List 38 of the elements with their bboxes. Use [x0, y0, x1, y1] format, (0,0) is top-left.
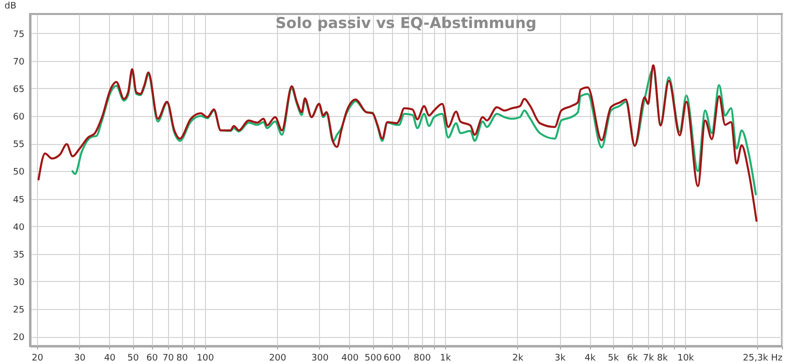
y-tick-label: 55	[13, 140, 24, 150]
x-tick-label: 500	[364, 354, 382, 362]
y-tick-label: 25	[13, 306, 24, 316]
y-tick-label: 50	[13, 168, 25, 178]
x-tick-label: 10k	[677, 354, 695, 362]
y-tick-label: 60	[13, 112, 25, 123]
x-tick-label: 30	[74, 354, 86, 362]
y-tick-label: 30	[13, 278, 25, 288]
y-tick-label: 70	[13, 57, 25, 68]
x-tick-label: 40	[104, 354, 116, 362]
x-tick-label: 200	[269, 354, 287, 362]
x-tick-label: 20	[32, 354, 44, 362]
x-tick-label: 400	[341, 354, 359, 362]
x-tick-label: 300	[311, 354, 329, 362]
x-tick-label: 80	[176, 354, 188, 362]
x-tick-label: 2k	[512, 354, 524, 362]
x-tick-label: 50	[127, 354, 140, 362]
x-tick-label: 60	[146, 354, 158, 362]
x-tick-label: 25,3k Hz	[742, 354, 783, 362]
x-tick-label: 8k	[656, 354, 669, 362]
y-tick-label: 45	[13, 195, 24, 206]
x-tick-label: 3k	[554, 354, 566, 362]
y-tick-label: 65	[13, 84, 24, 95]
x-tick-label: 100	[196, 354, 214, 362]
x-tick-label: 6k	[626, 354, 639, 362]
y-axis-title: dB	[4, 2, 16, 12]
x-tick-label: 70	[162, 354, 174, 362]
x-tick-label: 4k	[584, 354, 596, 362]
y-tick-label: 35	[13, 250, 24, 260]
x-tick-label: 600	[384, 354, 402, 362]
y-tick-label: 20	[13, 333, 25, 344]
x-tick-label: 5k	[608, 354, 620, 362]
chart-title: Solo passiv vs EQ-Abstimmung	[275, 14, 537, 32]
y-tick-label: 75	[13, 30, 24, 40]
x-tick-label: 7k	[643, 354, 655, 362]
y-tick-label: 40	[13, 222, 25, 233]
x-tick-label: 800	[414, 354, 432, 362]
x-tick-label: 1k	[440, 354, 452, 362]
